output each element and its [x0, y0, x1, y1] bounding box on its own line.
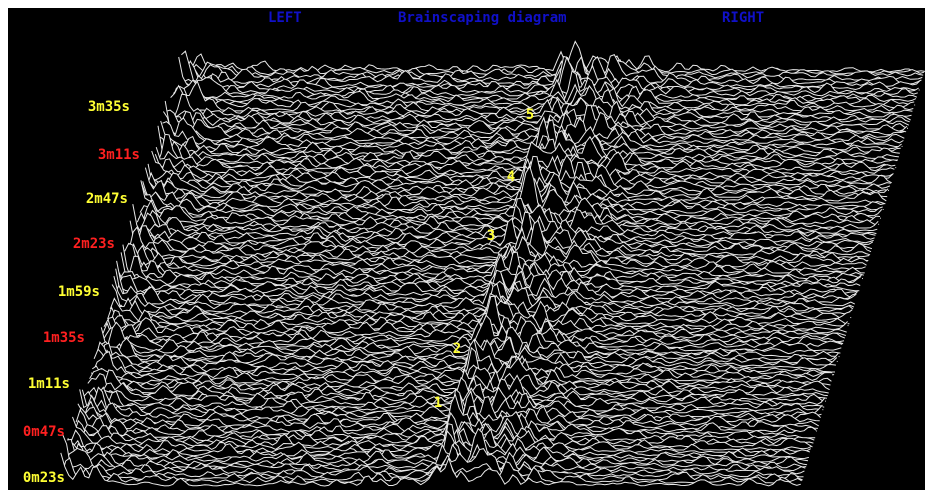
- time-label: 1m59s: [58, 284, 100, 300]
- screen: LEFT Brainscaping diagram RIGHT 3m35s 3m1…: [0, 0, 925, 490]
- time-label: 0m23s: [23, 470, 65, 486]
- segment-marker: 1: [434, 395, 442, 411]
- time-label: 3m35s: [88, 99, 130, 115]
- segment-marker: 2: [453, 341, 461, 357]
- segment-marker: 4: [507, 169, 515, 185]
- header-left: LEFT: [268, 10, 302, 26]
- header-right: RIGHT: [722, 10, 764, 26]
- time-label: 2m23s: [73, 236, 115, 252]
- segment-marker: 3: [487, 228, 495, 244]
- time-label: 2m47s: [86, 191, 128, 207]
- segment-marker: 5: [526, 107, 534, 123]
- header-title: Brainscaping diagram: [398, 10, 567, 26]
- time-label: 3m11s: [98, 147, 140, 163]
- time-label: 0m47s: [23, 424, 65, 440]
- time-label: 1m35s: [43, 330, 85, 346]
- page: LEFT Brainscaping diagram RIGHT 3m35s 3m1…: [0, 0, 925, 490]
- time-label: 1m11s: [28, 376, 70, 392]
- ridge-plot: [61, 41, 925, 489]
